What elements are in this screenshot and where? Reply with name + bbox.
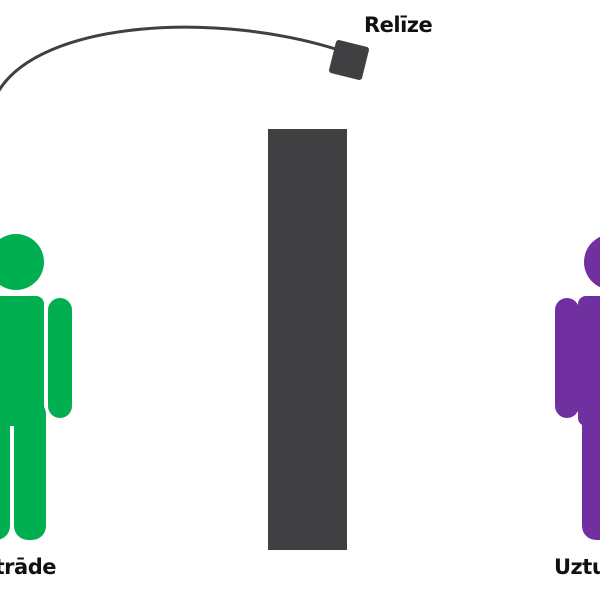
release-throw-arc [0, 25, 347, 92]
operations-left-arm [555, 298, 579, 418]
operations-torso [578, 296, 600, 426]
operations-left-leg [582, 400, 600, 540]
developer-left-leg [0, 400, 10, 540]
release-package-icon [329, 40, 369, 80]
operations-head [584, 236, 600, 288]
developer-right-arm [48, 298, 72, 418]
release-label: Relīze [364, 13, 433, 37]
developer-head [0, 234, 44, 290]
wall [268, 129, 347, 550]
operations-person-icon [555, 236, 600, 540]
developer-torso [0, 296, 44, 426]
operations-label: Uzturēšana [554, 555, 600, 579]
developer-person-icon [0, 234, 72, 540]
development-label: Izstrāde [0, 555, 57, 579]
developer-right-leg [14, 400, 46, 540]
